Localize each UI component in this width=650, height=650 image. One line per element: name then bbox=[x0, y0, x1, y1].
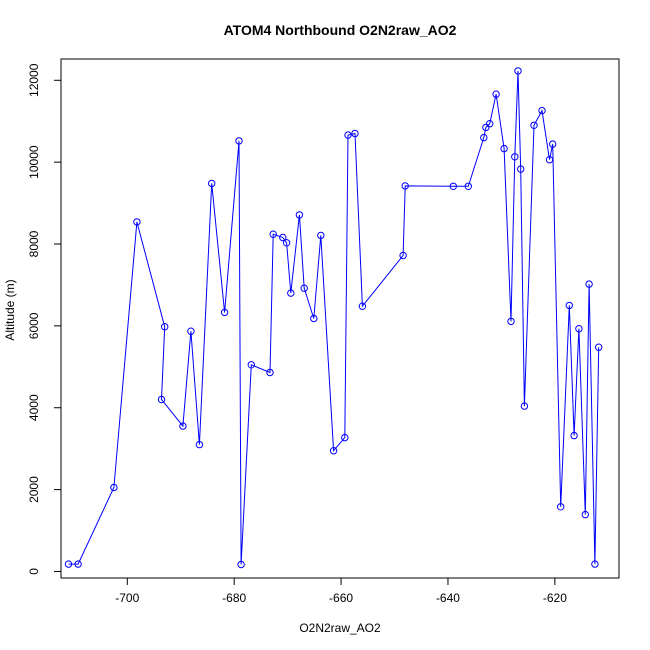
y-tick-label: 10000 bbox=[27, 145, 41, 179]
series-line bbox=[68, 70, 600, 565]
data-point bbox=[399, 251, 407, 260]
data-point bbox=[310, 314, 318, 323]
data-point bbox=[341, 433, 349, 442]
data-point bbox=[520, 402, 529, 410]
y-tick-label: 8000 bbox=[27, 230, 41, 257]
x-tick-label: -620 bbox=[543, 591, 567, 605]
data-point bbox=[329, 447, 338, 455]
data-point bbox=[585, 280, 593, 288]
x-axis: -700 -680 -660 -640 -620 bbox=[115, 578, 567, 605]
data-point bbox=[565, 301, 573, 310]
y-tick-label: 6000 bbox=[27, 312, 41, 339]
data-point bbox=[545, 156, 554, 164]
data-point bbox=[300, 284, 308, 292]
data-point bbox=[220, 308, 229, 317]
data-point bbox=[549, 140, 557, 148]
series-layer bbox=[64, 67, 603, 569]
data-point bbox=[344, 131, 352, 139]
data-point bbox=[287, 289, 295, 297]
data-point bbox=[570, 431, 578, 440]
data-point bbox=[511, 153, 519, 161]
data-point bbox=[157, 395, 166, 404]
y-tick-label: 4000 bbox=[27, 394, 41, 421]
data-point bbox=[74, 560, 82, 568]
data-point bbox=[557, 503, 565, 511]
data-point bbox=[486, 120, 494, 128]
y-tick-label: 12000 bbox=[27, 63, 41, 97]
data-point bbox=[237, 560, 245, 569]
y-axis-label: Altitude (m) bbox=[3, 279, 17, 340]
data-point bbox=[507, 317, 515, 326]
data-point bbox=[530, 121, 538, 130]
data-point bbox=[581, 510, 589, 519]
data-point bbox=[266, 368, 274, 377]
data-point bbox=[269, 230, 277, 238]
data-point bbox=[595, 343, 603, 351]
data-point bbox=[449, 182, 457, 191]
y-tick-label: 2000 bbox=[27, 476, 41, 503]
plot-frame bbox=[60, 58, 620, 579]
data-point bbox=[464, 182, 472, 191]
data-point bbox=[208, 179, 216, 188]
data-point bbox=[575, 325, 583, 333]
data-point bbox=[480, 133, 488, 142]
data-point bbox=[401, 182, 409, 190]
data-point bbox=[500, 144, 508, 153]
x-tick-label: -700 bbox=[115, 591, 139, 605]
x-tick-label: -680 bbox=[222, 591, 246, 605]
data-point bbox=[482, 123, 490, 132]
data-point bbox=[358, 302, 367, 310]
data-point bbox=[279, 233, 287, 242]
data-point bbox=[110, 483, 118, 492]
data-point bbox=[492, 90, 500, 98]
data-point bbox=[64, 560, 73, 568]
data-point bbox=[282, 239, 291, 247]
data-point bbox=[351, 129, 359, 138]
data-point bbox=[247, 361, 256, 369]
data-point bbox=[235, 137, 243, 145]
x-tick-label: -640 bbox=[436, 591, 460, 605]
data-point bbox=[179, 422, 187, 430]
data-point bbox=[317, 231, 325, 240]
chart-title: ATOM4 Northbound O2N2raw_AO2 bbox=[224, 22, 457, 38]
y-tick-label: 0 bbox=[27, 568, 41, 575]
data-point bbox=[514, 67, 522, 75]
data-point bbox=[133, 218, 141, 226]
data-point bbox=[161, 323, 169, 331]
data-point bbox=[187, 327, 195, 335]
data-point bbox=[517, 165, 525, 173]
data-point bbox=[591, 560, 599, 568]
data-point bbox=[295, 211, 304, 219]
y-axis: 0 2000 4000 6000 8000 10000 12000 bbox=[27, 63, 61, 575]
data-point bbox=[195, 440, 204, 449]
x-axis-label: O2N2raw_AO2 bbox=[299, 621, 381, 635]
data-point bbox=[538, 106, 546, 115]
x-tick-label: -660 bbox=[329, 591, 353, 605]
